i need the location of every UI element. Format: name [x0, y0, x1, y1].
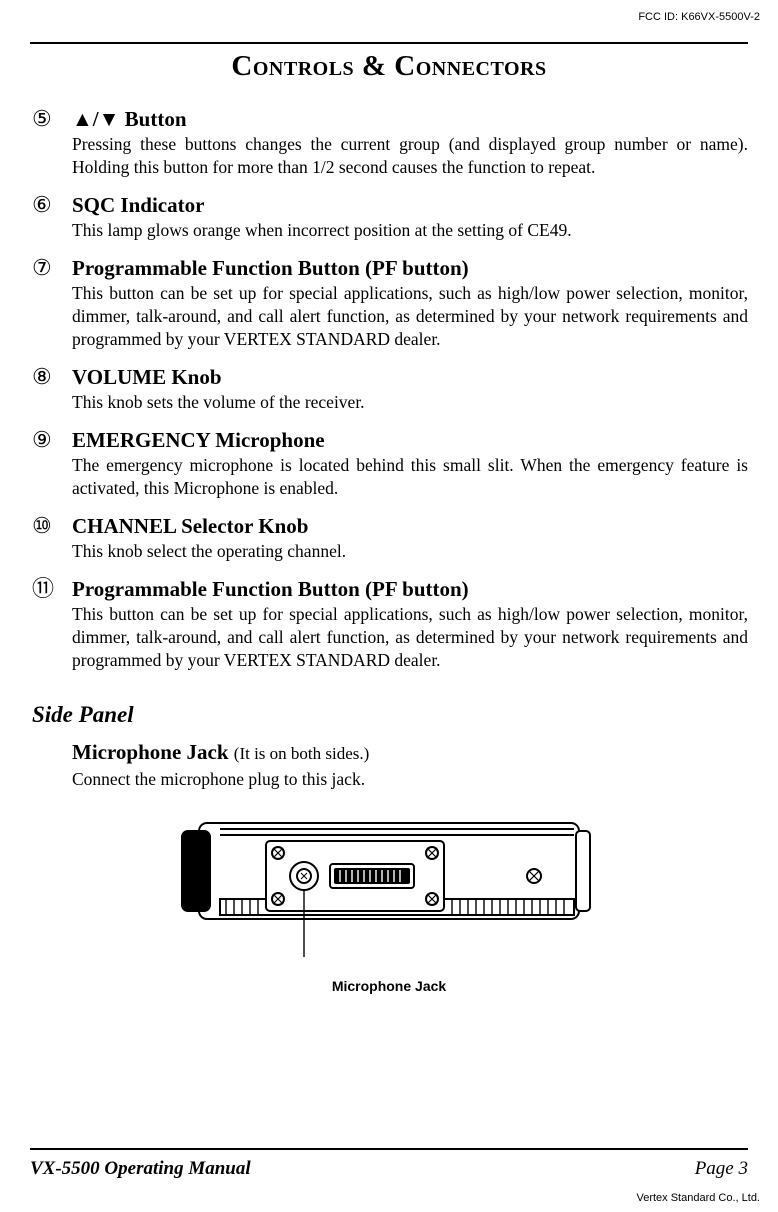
item-num: ⑥ — [32, 193, 52, 217]
item-heading: Programmable Function Button (PF button) — [72, 256, 748, 280]
diagram-caption: Microphone Jack — [30, 978, 748, 994]
mic-jack-heading-sub: (It is on both sides.) — [234, 744, 370, 763]
item-6: ⑥ SQC Indicator This lamp glows orange w… — [30, 193, 748, 242]
item-heading: EMERGENCY Microphone — [72, 428, 748, 452]
item-body: This button can be set up for special ap… — [72, 282, 748, 351]
item-body: This button can be set up for special ap… — [72, 603, 748, 672]
item-7: ⑦ Programmable Function Button (PF butto… — [30, 256, 748, 351]
footer: VX-5500 Operating Manual Page 3 — [30, 1158, 748, 1180]
company-name: Vertex Standard Co., Ltd. — [636, 1192, 760, 1204]
item-num: ⑨ — [32, 428, 52, 452]
item-10: ⑩ CHANNEL Selector Knob This knob select… — [30, 514, 748, 563]
section-heading-side-panel: Side Panel — [32, 702, 748, 728]
item-9: ⑨ EMERGENCY Microphone The emergency mic… — [30, 428, 748, 500]
mic-jack-heading: Microphone Jack — [72, 740, 229, 764]
item-8: ⑧ VOLUME Knob This knob sets the volume … — [30, 365, 748, 414]
page-title: Controls & Connectors — [30, 44, 748, 93]
item-num: ⑩ — [32, 514, 52, 538]
item-body: The emergency microphone is located behi… — [72, 454, 748, 500]
item-heading: Microphone Jack (It is on both sides.) — [72, 740, 748, 766]
item-body: Connect the microphone plug to this jack… — [72, 768, 748, 791]
footer-manual-title: VX-5500 Operating Manual — [30, 1158, 251, 1180]
item-num: ⑧ — [32, 365, 52, 389]
item-5: ⑤ ▲/▼ Button Pressing these buttons chan… — [30, 107, 748, 179]
device-diagram — [174, 817, 604, 972]
item-heading: ▲/▼ Button — [72, 107, 748, 131]
item-body: Pressing these buttons changes the curre… — [72, 133, 748, 179]
item-heading: CHANNEL Selector Knob — [72, 514, 748, 538]
item-num: ⑪ — [32, 577, 54, 601]
item-11: ⑪ Programmable Function Button (PF butto… — [30, 577, 748, 672]
footer-page-prefix: Page — [695, 1158, 739, 1179]
item-heading: SQC Indicator — [72, 193, 748, 217]
item-heading: VOLUME Knob — [72, 365, 748, 389]
footer-page-number: 3 — [739, 1158, 749, 1179]
item-num: ⑤ — [32, 107, 52, 131]
item-body: This knob sets the volume of the receive… — [72, 391, 748, 414]
footer-rule — [30, 1148, 748, 1150]
footer-page: Page 3 — [695, 1158, 748, 1180]
item-num: ⑦ — [32, 256, 52, 280]
item-heading: Programmable Function Button (PF button) — [72, 577, 748, 601]
item-body: This lamp glows orange when incorrect po… — [72, 219, 748, 242]
item-body: This knob select the operating channel. — [72, 540, 748, 563]
item-side-panel: Microphone Jack (It is on both sides.) C… — [30, 740, 748, 791]
diagram-wrap: Microphone Jack — [30, 817, 748, 994]
fcc-id: FCC ID: K66VX-5500V-2 — [638, 11, 760, 23]
